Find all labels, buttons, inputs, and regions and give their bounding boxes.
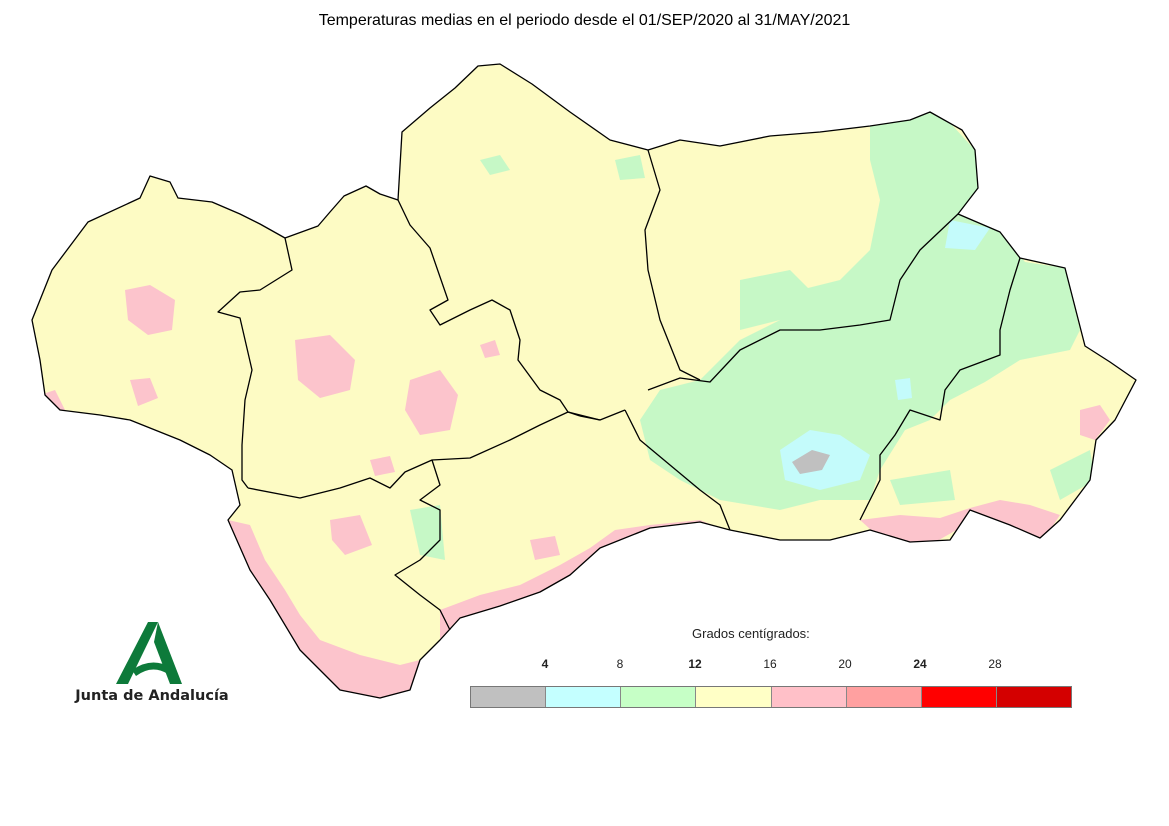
zone-16-20-sevilla-4 <box>370 456 395 476</box>
legend-swatch <box>696 687 772 707</box>
legend-swatch <box>546 687 622 707</box>
andalucia-outline <box>31 63 1137 699</box>
zone-8-12-patch-1 <box>480 155 510 175</box>
legend-caption: Grados centígrados: <box>692 626 810 641</box>
border-cordoba-jaen <box>644 149 701 381</box>
zone-16-20-huelva-2 <box>130 378 158 406</box>
zone-16-20-huelva-1 <box>125 285 175 335</box>
zone-4-8-patch <box>895 378 912 400</box>
zone-below-4-summit <box>792 450 830 474</box>
legend-tick-8: 8 <box>616 657 624 671</box>
zone-16-20-cadiz-2 <box>530 536 560 560</box>
logo-swoosh <box>132 662 172 676</box>
temperature-legend: Grados centígrados: 4 8 12 16 20 24 28 <box>470 624 1072 714</box>
border-cadiz-malaga <box>394 459 451 631</box>
zone-8-12-east <box>640 112 1080 510</box>
zone-4-8-cazorla <box>945 220 990 250</box>
border-cordoba-malaga <box>579 415 601 421</box>
legend-swatch <box>846 687 922 707</box>
border-sevilla-cordoba <box>397 199 581 417</box>
legend-swatch <box>471 687 547 707</box>
legend-tick-20: 20 <box>838 657 852 671</box>
zone-8-12-patch-2 <box>615 155 645 180</box>
border-huelva-sevilla <box>217 237 293 489</box>
legend-tick-16: 16 <box>763 657 777 671</box>
junta-logo-symbol-icon <box>116 622 182 684</box>
zone-8-12-patch-4 <box>1050 450 1095 500</box>
logo-left-stroke <box>116 622 158 684</box>
zone-16-20-coast-west <box>228 520 420 698</box>
legend-swatch <box>621 687 697 707</box>
legend-tick-4: 4 <box>541 657 549 671</box>
legend-swatch <box>921 687 997 707</box>
zone-8-12-patch-3 <box>410 505 445 560</box>
logo-right-stroke <box>154 622 182 684</box>
zone-16-20-sevilla-1 <box>295 335 355 398</box>
zone-16-20-almeria <box>1080 405 1110 440</box>
zone-16-20-sevilla-3 <box>480 340 500 358</box>
legend-tick-24: 24 <box>913 657 927 671</box>
zone-16-20-sevilla-2 <box>405 370 458 435</box>
legend-swatch <box>996 687 1071 707</box>
map-title: Temperaturas medias en el periodo desde … <box>318 12 851 29</box>
zone-8-12-north <box>740 270 820 330</box>
legend-color-bar <box>470 686 1072 708</box>
border-jaen-granada <box>647 213 959 391</box>
zone-8-12-patch-5 <box>890 470 955 505</box>
legend-swatch <box>771 687 847 707</box>
border-malaga-granada <box>624 409 731 531</box>
legend-ticks: 4 8 12 16 20 24 28 <box>470 657 1072 673</box>
legend-tick-12: 12 <box>688 657 702 671</box>
junta-de-andalucia-logo: Junta de Andalucía <box>72 618 232 713</box>
legend-tick-28: 28 <box>988 657 1002 671</box>
border-granada-almeria <box>859 257 1021 521</box>
logo-label: Junta de Andalucía <box>75 688 229 704</box>
zone-16-20-cadiz-1 <box>330 515 372 555</box>
